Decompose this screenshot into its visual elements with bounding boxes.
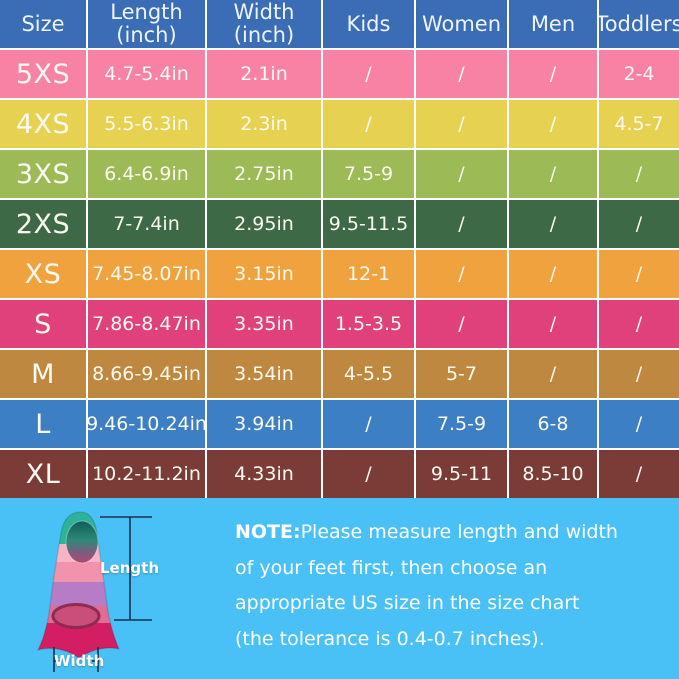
table-cell: 7.86-8.47in xyxy=(88,300,205,348)
swim-fin-illustration xyxy=(36,511,152,672)
table-cell: 2.95in xyxy=(207,200,321,248)
table-cell: / xyxy=(323,450,414,498)
table-cell: 4-5.5 xyxy=(323,350,414,398)
length-measure-label: Length xyxy=(100,559,159,577)
column-header-label: Kids xyxy=(346,11,391,36)
table-cell: / xyxy=(599,250,679,298)
table-cell: 8.5-10 xyxy=(509,450,597,498)
size-cell: XL xyxy=(0,450,86,498)
table-cell: / xyxy=(599,350,679,398)
width-measure-label: Width xyxy=(54,652,105,670)
column-header-label: Women xyxy=(421,11,502,36)
column-header-women: Women xyxy=(416,0,507,48)
table-cell: / xyxy=(599,300,679,348)
table-cell: / xyxy=(599,200,679,248)
table-cell: 9.5-11 xyxy=(416,450,507,498)
note-line: appropriate US size in the size chart xyxy=(235,592,580,614)
table-cell: 5.5-6.3in xyxy=(88,100,205,148)
note-text: NOTE:Please measure length and width of … xyxy=(235,515,665,657)
table-cell: 2.3in xyxy=(207,100,321,148)
table-cell: / xyxy=(509,100,597,148)
table-cell: 4.33in xyxy=(207,450,321,498)
table-cell: 10.2-11.2in xyxy=(88,450,205,498)
size-cell: XS xyxy=(0,250,86,298)
table-cell: 7.45-8.07in xyxy=(88,250,205,298)
column-header-size: Size xyxy=(0,0,86,48)
size-cell: 5XS xyxy=(0,50,86,98)
table-cell: 3.15in xyxy=(207,250,321,298)
table-cell: 4.5-7 xyxy=(599,100,679,148)
size-cell: L xyxy=(0,400,86,448)
table-cell: 9.5-11.5 xyxy=(323,200,414,248)
table-cell: 12-1 xyxy=(323,250,414,298)
note-line: (the tolerance is 0.4-0.7 inches). xyxy=(235,627,545,650)
size-cell: 2XS xyxy=(0,200,86,248)
column-header-sublabel: (inch) xyxy=(233,23,295,47)
table-cell: 2-4 xyxy=(599,50,679,98)
note-section: Length Width NOTE:Please measure length … xyxy=(0,498,679,679)
table-cell: / xyxy=(599,150,679,198)
table-cell: / xyxy=(416,100,507,148)
size-cell: 3XS xyxy=(0,150,86,198)
table-cell: 7-7.4in xyxy=(88,200,205,248)
table-cell: 7.5-9 xyxy=(416,400,507,448)
table-cell: 9.46-10.24in xyxy=(88,400,205,448)
column-header-toddlers: Toddlers xyxy=(599,0,679,48)
table-cell: / xyxy=(323,50,414,98)
table-cell: / xyxy=(416,250,507,298)
note-line: of your feet first, then choose an xyxy=(235,556,548,579)
table-cell: / xyxy=(416,200,507,248)
table-cell: / xyxy=(599,450,679,498)
table-cell: / xyxy=(509,50,597,98)
size-cell: S xyxy=(0,300,86,348)
table-cell: / xyxy=(509,150,597,198)
note-bold-prefix: NOTE: xyxy=(235,521,301,543)
table-cell: / xyxy=(416,150,507,198)
column-header-label: Length xyxy=(110,0,183,24)
column-header-label: Size xyxy=(21,11,65,36)
table-cell: 7.5-9 xyxy=(323,150,414,198)
table-cell: / xyxy=(416,300,507,348)
table-cell: / xyxy=(416,50,507,98)
column-header-label: Width xyxy=(233,0,295,24)
table-cell: / xyxy=(509,350,597,398)
size-cell: M xyxy=(0,350,86,398)
table-cell: 6.4-6.9in xyxy=(88,150,205,198)
table-cell: 8.66-9.45in xyxy=(88,350,205,398)
table-cell: 3.54in xyxy=(207,350,321,398)
column-header-kids: Kids xyxy=(323,0,414,48)
table-cell: 4.7-5.4in xyxy=(88,50,205,98)
table-cell: / xyxy=(509,200,597,248)
table-cell: 3.94in xyxy=(207,400,321,448)
column-header-sublabel: (inch) xyxy=(116,23,177,47)
table-cell: / xyxy=(323,400,414,448)
table-cell: 1.5-3.5 xyxy=(323,300,414,348)
note-line: NOTE:Please measure length and width xyxy=(235,515,665,551)
column-header-men: Men xyxy=(509,0,597,48)
note-line-text: Please measure length and width xyxy=(300,521,618,543)
size-cell: 4XS xyxy=(0,100,86,148)
table-cell: 2.1in xyxy=(207,50,321,98)
table-cell: 6-8 xyxy=(509,400,597,448)
table-cell: / xyxy=(323,100,414,148)
column-header-width: Width (inch) xyxy=(207,0,321,48)
table-cell: 3.35in xyxy=(207,300,321,348)
column-header-label: Toddlers xyxy=(599,11,679,36)
table-cell: 5-7 xyxy=(416,350,507,398)
table-cell: 2.75in xyxy=(207,150,321,198)
table-cell: / xyxy=(599,400,679,448)
size-table: Size Length (inch) Width (inch) Kids Wom… xyxy=(0,0,679,498)
table-cell: / xyxy=(509,300,597,348)
column-header-length: Length (inch) xyxy=(88,0,205,48)
table-cell: / xyxy=(509,250,597,298)
column-header-label: Men xyxy=(530,11,576,36)
